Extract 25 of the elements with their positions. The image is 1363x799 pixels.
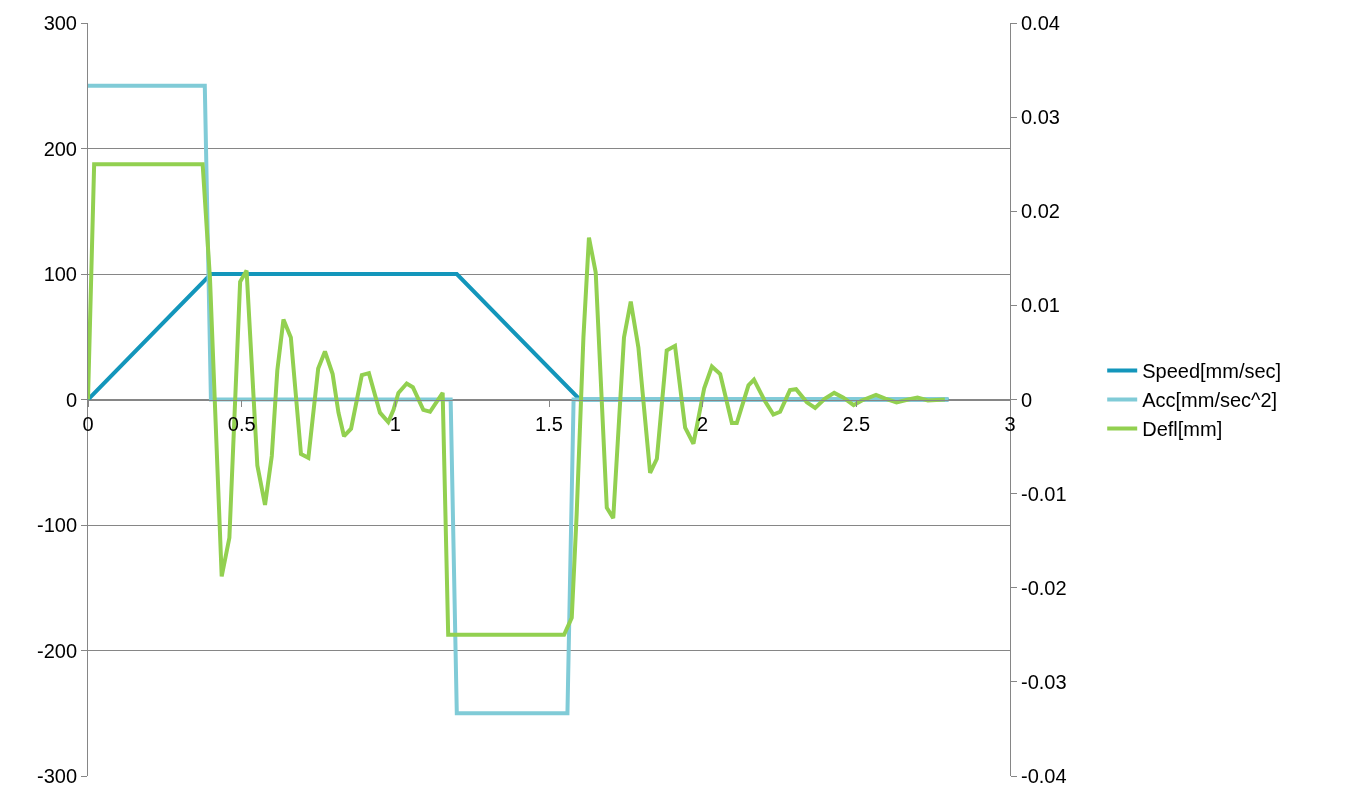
x-tick-label: 2 <box>697 412 709 435</box>
y2-tick-label: 0.01 <box>1021 294 1060 317</box>
y2-tick-label: -0.01 <box>1021 482 1067 505</box>
x-tick-label: 2.5 <box>842 412 871 435</box>
y-tick-label: 200 <box>43 137 77 160</box>
y2-tick-label: -0.04 <box>1021 765 1067 787</box>
y2-tick-label: 0.03 <box>1021 106 1060 129</box>
x-tick-label: 0 <box>82 412 94 435</box>
y-tick-label: 0 <box>65 388 77 411</box>
y-tick-label: 100 <box>43 263 77 285</box>
y-tick-label: -300 <box>36 765 77 787</box>
y2-tick-label: 0 <box>1021 388 1033 411</box>
x-tick-label: 1.5 <box>535 412 563 435</box>
y-tick-label: -200 <box>36 639 77 662</box>
x-tick-label: 1 <box>389 412 401 435</box>
legend-label: Defl[mm] <box>1142 418 1223 441</box>
y2-tick-label: -0.02 <box>1021 576 1067 599</box>
legend-label: Acc[mm/sec^2] <box>1142 389 1278 412</box>
y2-tick-label: -0.03 <box>1021 670 1067 693</box>
y2-tick-label: 0.04 <box>1021 12 1060 34</box>
y2-tick-label: 0.02 <box>1021 200 1060 223</box>
y-tick-label: -100 <box>36 514 77 536</box>
y-tick-label: 300 <box>43 12 77 34</box>
legend-label: Speed[mm/sec] <box>1142 360 1282 383</box>
x-tick-label: 3 <box>1004 412 1016 435</box>
